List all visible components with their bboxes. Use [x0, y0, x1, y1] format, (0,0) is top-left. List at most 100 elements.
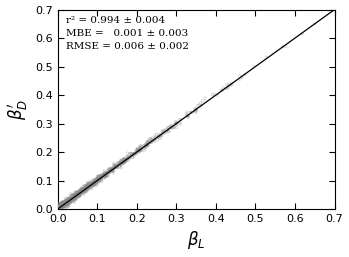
- Point: [145, 142, 150, 146]
- Point: [120, 158, 126, 162]
- Point: [73, 190, 79, 195]
- Point: [98, 175, 103, 179]
- Point: [96, 178, 101, 182]
- Point: [97, 176, 103, 180]
- Point: [117, 160, 122, 164]
- Point: [146, 143, 151, 147]
- Point: [58, 201, 64, 206]
- Point: [102, 173, 108, 177]
- Point: [65, 198, 70, 202]
- Point: [72, 194, 77, 198]
- Point: [173, 122, 179, 126]
- Point: [55, 205, 61, 209]
- Point: [123, 157, 129, 161]
- Point: [70, 194, 76, 198]
- Point: [108, 168, 114, 172]
- Point: [141, 146, 147, 150]
- Point: [66, 203, 72, 207]
- Point: [96, 178, 102, 182]
- Point: [133, 152, 139, 156]
- Point: [64, 201, 70, 205]
- Point: [139, 148, 144, 152]
- Point: [215, 93, 220, 97]
- Point: [61, 203, 67, 207]
- Point: [76, 191, 82, 195]
- Point: [81, 188, 87, 192]
- Point: [77, 191, 82, 195]
- Point: [98, 175, 104, 179]
- Point: [90, 182, 96, 186]
- Point: [85, 185, 91, 189]
- Point: [59, 205, 64, 209]
- Point: [88, 185, 94, 189]
- Point: [64, 203, 69, 207]
- Point: [80, 189, 86, 193]
- Point: [80, 188, 85, 192]
- Point: [78, 187, 83, 191]
- Point: [82, 186, 87, 190]
- Point: [83, 184, 88, 188]
- Point: [56, 206, 62, 210]
- Point: [61, 204, 66, 208]
- Point: [71, 196, 76, 200]
- Point: [79, 188, 84, 192]
- Point: [71, 200, 77, 204]
- Point: [112, 166, 117, 170]
- Point: [76, 190, 82, 194]
- Point: [70, 199, 76, 203]
- Point: [66, 199, 72, 203]
- Point: [104, 174, 110, 178]
- Point: [61, 202, 66, 206]
- Point: [202, 96, 208, 100]
- Point: [97, 177, 102, 181]
- Point: [83, 186, 88, 190]
- Point: [57, 204, 62, 208]
- Point: [69, 195, 74, 199]
- Point: [57, 207, 62, 211]
- Point: [62, 203, 68, 207]
- Point: [219, 88, 224, 92]
- Point: [93, 179, 98, 183]
- Point: [76, 190, 82, 195]
- Point: [102, 172, 107, 176]
- Point: [88, 184, 93, 188]
- Point: [132, 153, 137, 157]
- Point: [84, 185, 90, 189]
- Point: [58, 205, 64, 209]
- Point: [88, 183, 94, 187]
- Point: [56, 205, 61, 209]
- Point: [86, 183, 91, 188]
- Point: [86, 186, 91, 190]
- Point: [77, 190, 83, 194]
- Point: [98, 177, 103, 181]
- Point: [87, 184, 93, 188]
- Point: [75, 194, 81, 198]
- Point: [111, 166, 117, 170]
- Point: [192, 107, 198, 111]
- Point: [98, 175, 103, 179]
- Point: [96, 179, 102, 183]
- Point: [71, 194, 77, 198]
- Point: [74, 194, 79, 198]
- Point: [120, 161, 126, 165]
- Point: [106, 167, 112, 171]
- Point: [90, 180, 96, 184]
- Point: [59, 201, 65, 205]
- Point: [158, 135, 163, 140]
- Point: [60, 203, 65, 207]
- Point: [83, 187, 88, 191]
- Point: [87, 186, 93, 190]
- Point: [130, 151, 136, 155]
- Point: [56, 207, 61, 211]
- Point: [159, 132, 165, 136]
- Point: [81, 187, 87, 191]
- Point: [89, 183, 95, 187]
- Point: [186, 115, 192, 119]
- Point: [133, 149, 139, 153]
- Point: [62, 200, 68, 204]
- Y-axis label: $\beta_D^{\prime}$: $\beta_D^{\prime}$: [6, 99, 30, 120]
- Point: [59, 200, 65, 205]
- Point: [57, 205, 62, 209]
- Point: [174, 121, 179, 125]
- Point: [92, 177, 97, 181]
